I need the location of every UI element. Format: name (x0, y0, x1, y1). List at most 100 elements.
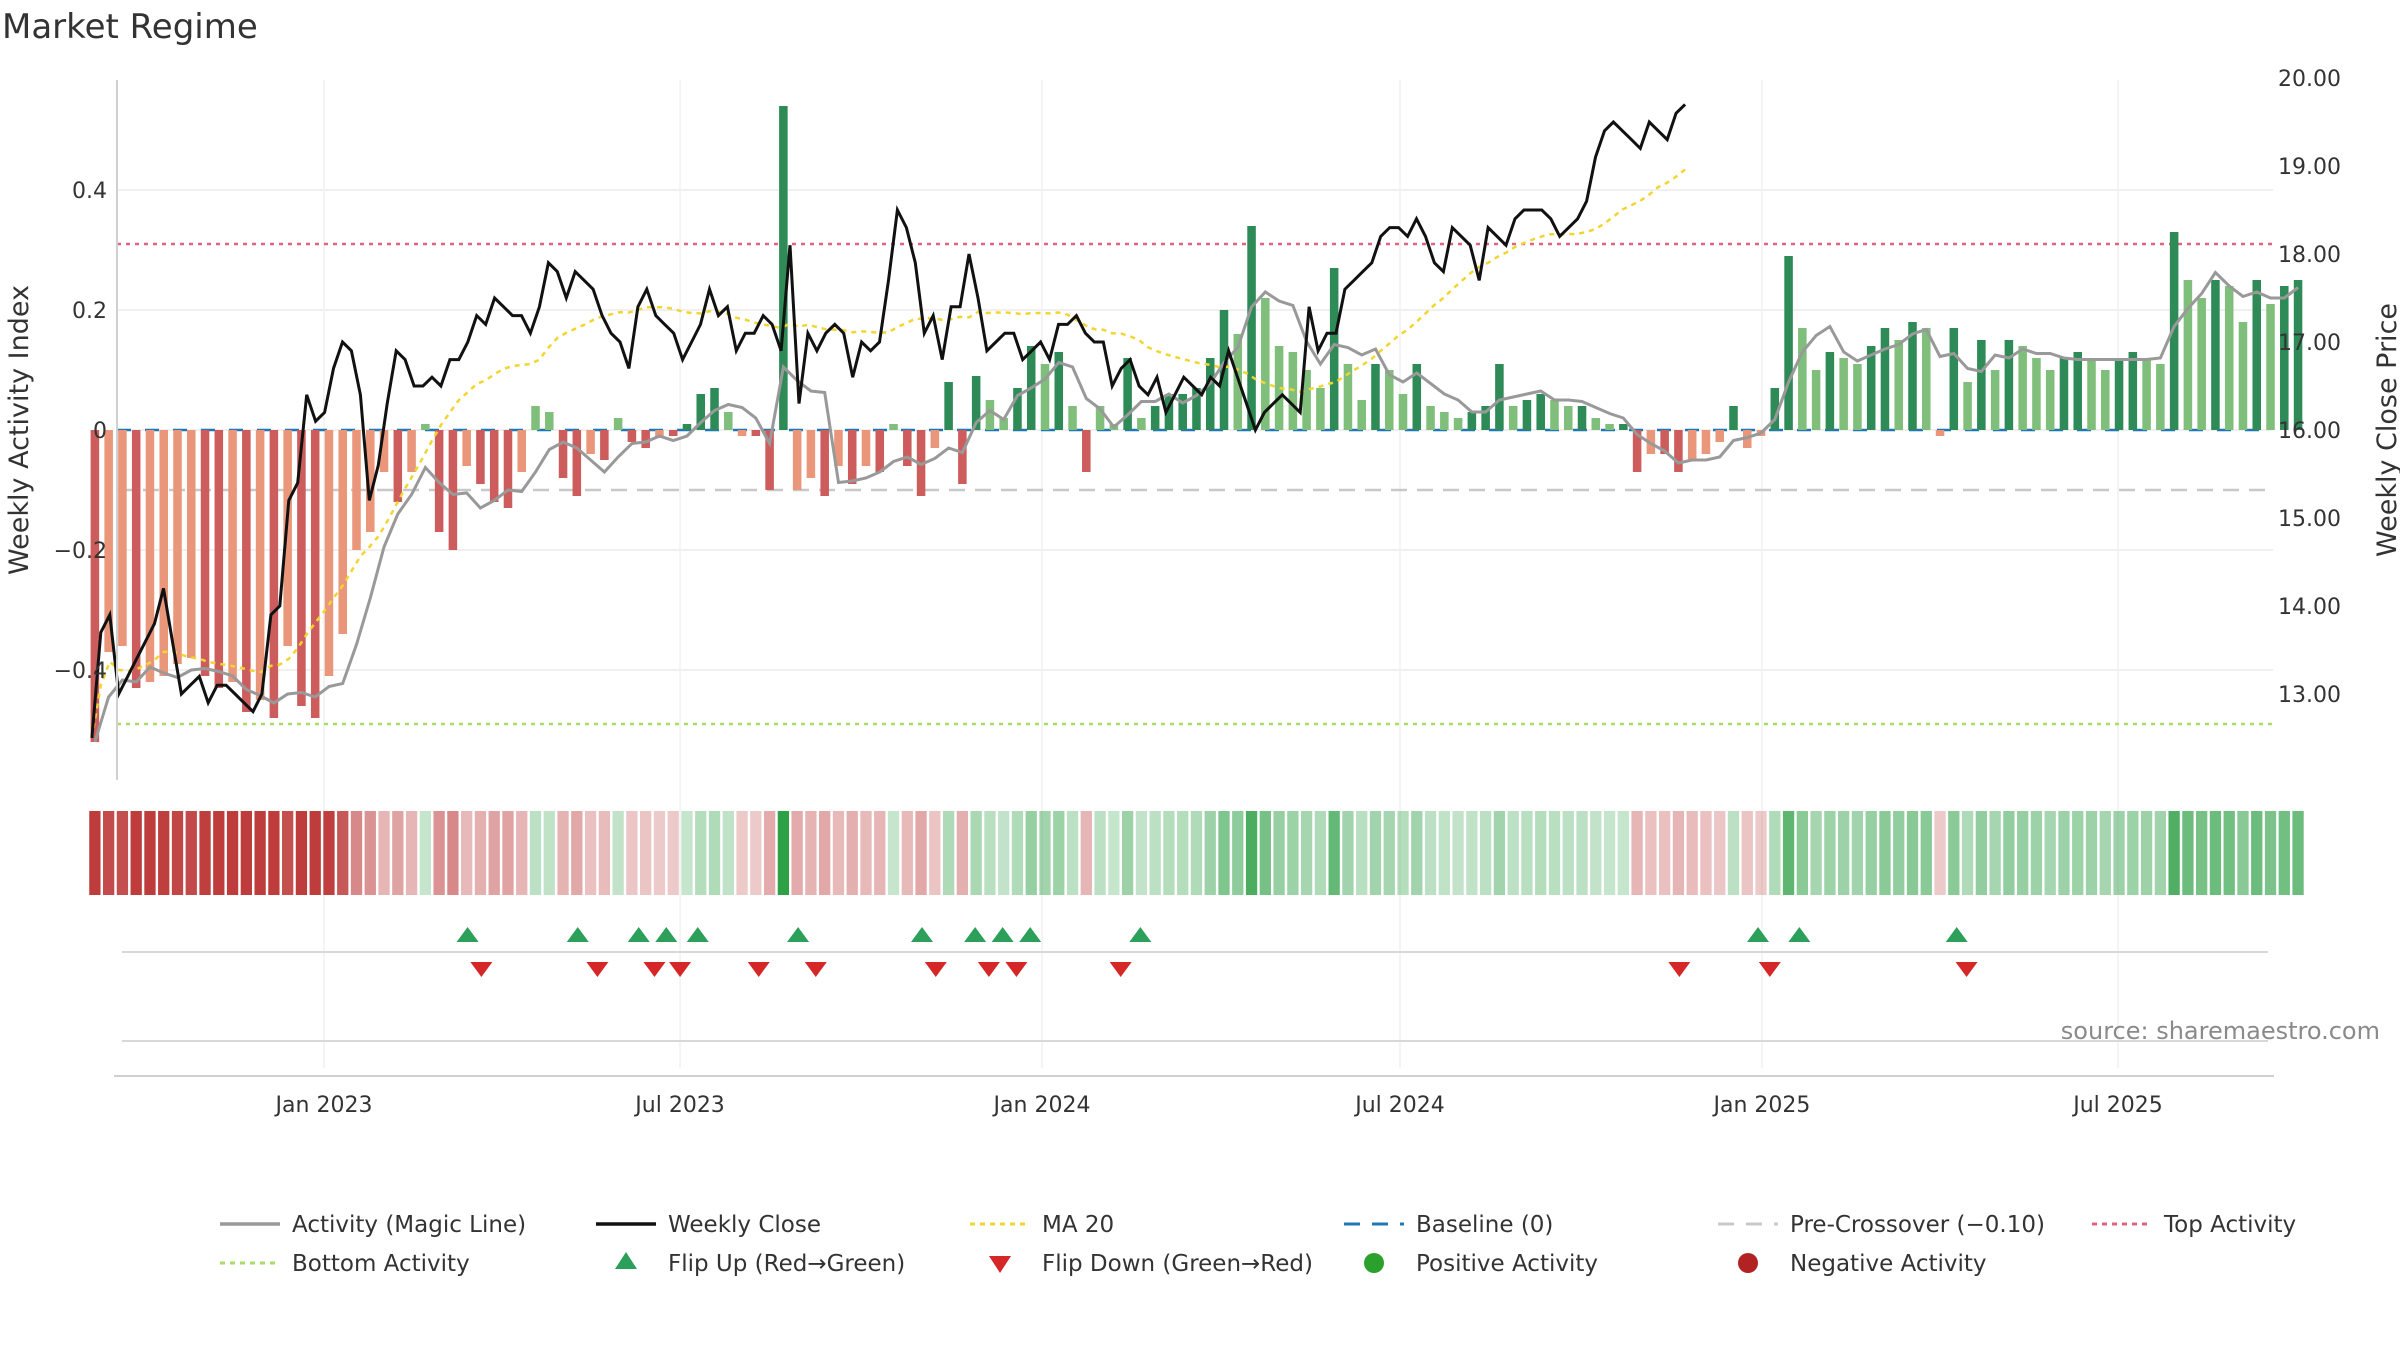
regime-strip-cell (364, 811, 376, 895)
activity-bar (2087, 358, 2096, 430)
activity-bar (1839, 358, 1848, 430)
flip-down-marker (1005, 962, 1028, 977)
regime-strip-cell (1810, 811, 1822, 895)
flip-down-marker (669, 962, 692, 977)
activity-bar (724, 412, 733, 430)
flip-down-marker (1109, 962, 1132, 977)
regime-strip-cell (2085, 811, 2098, 895)
legend-swatch (1738, 1253, 1758, 1273)
regime-strip-cell (984, 811, 996, 895)
flip-up-marker (1945, 927, 1968, 942)
activity-bar (1453, 418, 1463, 430)
regime-strip-cell (1576, 811, 1588, 895)
activity-bar (393, 430, 403, 502)
legend-label: Baseline (0) (1416, 1212, 1553, 1238)
regime-strip-cell (571, 811, 583, 895)
legend-item: MA 20 (970, 1212, 1114, 1238)
activity-bar (889, 424, 898, 430)
regime-strip-cell (543, 811, 555, 895)
regime-strip-cell (1245, 811, 1258, 895)
activity-bar (310, 430, 320, 718)
regime-strip-cell (1920, 811, 1932, 895)
flip-up-marker (1747, 927, 1770, 942)
regime-strip-cell (1287, 811, 1299, 895)
regime-strip-cell (1314, 811, 1327, 895)
flip-up-marker (1788, 927, 1811, 942)
regime-strip-cell (2044, 811, 2056, 895)
activity-bar (1853, 364, 1862, 430)
legend-item: Pre-Crossover (−0.10) (1718, 1212, 2045, 1238)
legend-item: Flip Down (Green→Red) (989, 1251, 1313, 1277)
activity-bar (1095, 406, 1105, 430)
legend-item: Bottom Activity (220, 1251, 470, 1277)
regime-strip-cell (929, 811, 941, 895)
regime-strip-cell (419, 811, 432, 895)
regime-strip-cell (1603, 811, 1616, 895)
y-right-tick-label: 13.00 (2278, 683, 2341, 708)
regime-strip-cell (1342, 811, 1354, 895)
regime-strip-cell (1521, 811, 1533, 895)
regime-strip-cell (2140, 811, 2153, 895)
activity-bar (1412, 364, 1422, 430)
legend-item: Activity (Magic Line) (220, 1212, 526, 1238)
regime-strip-cell (1989, 811, 2001, 895)
regime-strip-cell (640, 811, 652, 895)
activity-bar (779, 106, 788, 430)
activity-bar (118, 430, 127, 646)
legend-label: Top Activity (2163, 1212, 2296, 1238)
legend-item: Top Activity (2092, 1212, 2296, 1238)
regime-strip-cell (268, 811, 280, 895)
activity-bar (1770, 388, 1780, 430)
activity-bar (586, 430, 595, 454)
legend-label: Weekly Close (668, 1212, 821, 1238)
regime-strip-cell (2209, 811, 2222, 895)
activity-bar (159, 430, 168, 676)
y-right-tick-label: 19.00 (2278, 155, 2341, 180)
activity-bar (696, 394, 706, 430)
regime-strip-cell (708, 811, 721, 895)
y-axis-right-label: Weekly Close Price (2372, 303, 2400, 557)
activity-bar (765, 430, 774, 490)
activity-bar (999, 418, 1008, 430)
regime-strip-cell (2003, 811, 2015, 895)
activity-bar (903, 430, 912, 466)
activity-bar (1426, 406, 1435, 430)
activity-bar (2128, 352, 2138, 430)
activity-bar (1687, 430, 1697, 460)
activity-bar (1977, 340, 1986, 430)
activity-bar (255, 430, 265, 700)
legend-label: Activity (Magic Line) (292, 1212, 526, 1238)
regime-strip-cell (1562, 811, 1574, 895)
activity-bar (737, 430, 747, 436)
regime-strip-cell (1411, 811, 1423, 895)
activity-bar (2114, 358, 2124, 430)
regime-strip-cell (1328, 811, 1340, 895)
regime-strip-cell (2168, 811, 2180, 895)
activity-bar (2045, 370, 2055, 430)
regime-strip-cell (1617, 811, 1629, 895)
regime-strip-cell (1424, 811, 1437, 895)
activity-bar (1894, 340, 1904, 430)
activity-bar (834, 430, 843, 466)
regime-strip-cell (901, 811, 913, 895)
regime-strip-cell (1039, 811, 1051, 895)
regime-strip-cell (1824, 811, 1836, 895)
regime-strip-cell (2264, 811, 2277, 895)
regime-strip-cell (213, 811, 225, 895)
activity-bar (820, 430, 829, 496)
activity-bar (2156, 364, 2165, 430)
activity-bar (1550, 400, 1559, 430)
activity-bar (1880, 328, 1890, 430)
regime-strip-cell (1080, 811, 1092, 895)
regime-strip-cell (1548, 811, 1561, 895)
activity-bar (2293, 280, 2303, 430)
regime-strip-cell (2251, 811, 2263, 895)
regime-strip-cell (199, 811, 211, 895)
y-right-tick-label: 20.00 (2278, 67, 2341, 92)
regime-strip-cell (2072, 811, 2084, 895)
activity-bar (2073, 352, 2083, 430)
activity-bar (1150, 406, 1160, 430)
activity-bar (2169, 232, 2179, 430)
activity-bar (2101, 370, 2110, 430)
activity-bar (104, 430, 113, 652)
